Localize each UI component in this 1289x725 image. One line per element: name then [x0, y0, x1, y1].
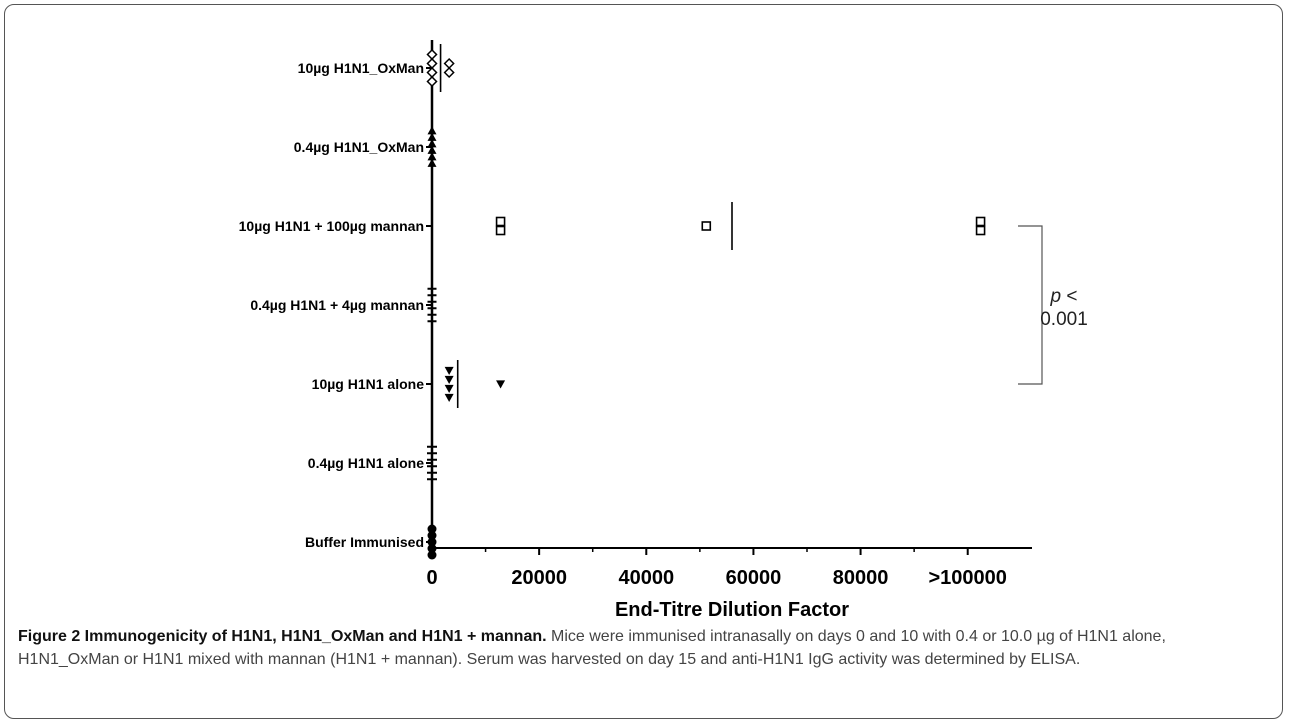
- data-point: [701, 221, 712, 231]
- data-point: [444, 393, 454, 402]
- data-point: [444, 366, 454, 375]
- x-tick-label: 0: [426, 567, 437, 589]
- data-point: [975, 225, 986, 236]
- x-tick-label: >100000: [929, 567, 1007, 589]
- data-point: [427, 537, 437, 547]
- x-axis-title: End-Titre Dilution Factor: [615, 599, 849, 621]
- data-point: [427, 139, 437, 148]
- caption-title: Figure 2 Immunogenicity of H1N1, H1N1_Ox…: [18, 628, 547, 645]
- data-point: [426, 57, 438, 70]
- data-point: [427, 132, 437, 141]
- significance-bracket: [1018, 225, 1043, 385]
- data-point: [426, 75, 438, 88]
- data-point: [426, 66, 438, 79]
- x-tick-label: 60000: [726, 567, 782, 589]
- data-point: [427, 550, 437, 560]
- data-point: [444, 375, 454, 384]
- data-point: [443, 66, 455, 79]
- category-label: 10µg H1N1 + 100µg mannan: [239, 218, 424, 234]
- figure-caption: Figure 2 Immunogenicity of H1N1, H1N1_Ox…: [18, 625, 1268, 671]
- category-label: 10µg H1N1_OxMan: [298, 60, 424, 76]
- category-label: 0.4µg H1N1 alone: [308, 455, 424, 471]
- p-value-label: p <: [1050, 286, 1078, 307]
- figure-frame: [4, 4, 1283, 719]
- data-point: [427, 158, 437, 167]
- data-point: [495, 216, 506, 227]
- category-label: Buffer Immunised: [305, 534, 424, 550]
- category-label: 0.4µg H1N1 + 4µg mannan: [250, 297, 424, 313]
- scatter-chart: 0 20000 40000 60000 80000 >100000 End-Titre Di…: [239, 40, 1088, 621]
- data-point: [444, 384, 454, 393]
- data-point: [426, 48, 438, 61]
- category-label: 10µg H1N1 alone: [312, 376, 425, 392]
- data-point: [427, 316, 437, 326]
- data-point: [495, 225, 506, 236]
- data-point: [427, 145, 437, 154]
- x-tick-label: 80000: [833, 567, 889, 589]
- category-label: 0.4µg H1N1_OxMan: [294, 139, 424, 155]
- data-point: [427, 126, 437, 135]
- data-point: [496, 380, 506, 389]
- data-point: [443, 57, 455, 70]
- data-point: [975, 216, 986, 227]
- caption-text: Mice were immunised intranasally on days…: [18, 628, 1166, 668]
- x-tick-label: 40000: [618, 567, 674, 589]
- data-point: [427, 544, 437, 553]
- x-tick-label: 20000: [511, 567, 567, 589]
- data-point: [427, 152, 437, 161]
- p-value-number: 0.001: [1040, 309, 1088, 330]
- data-point: [427, 531, 437, 540]
- data-point: [427, 524, 437, 534]
